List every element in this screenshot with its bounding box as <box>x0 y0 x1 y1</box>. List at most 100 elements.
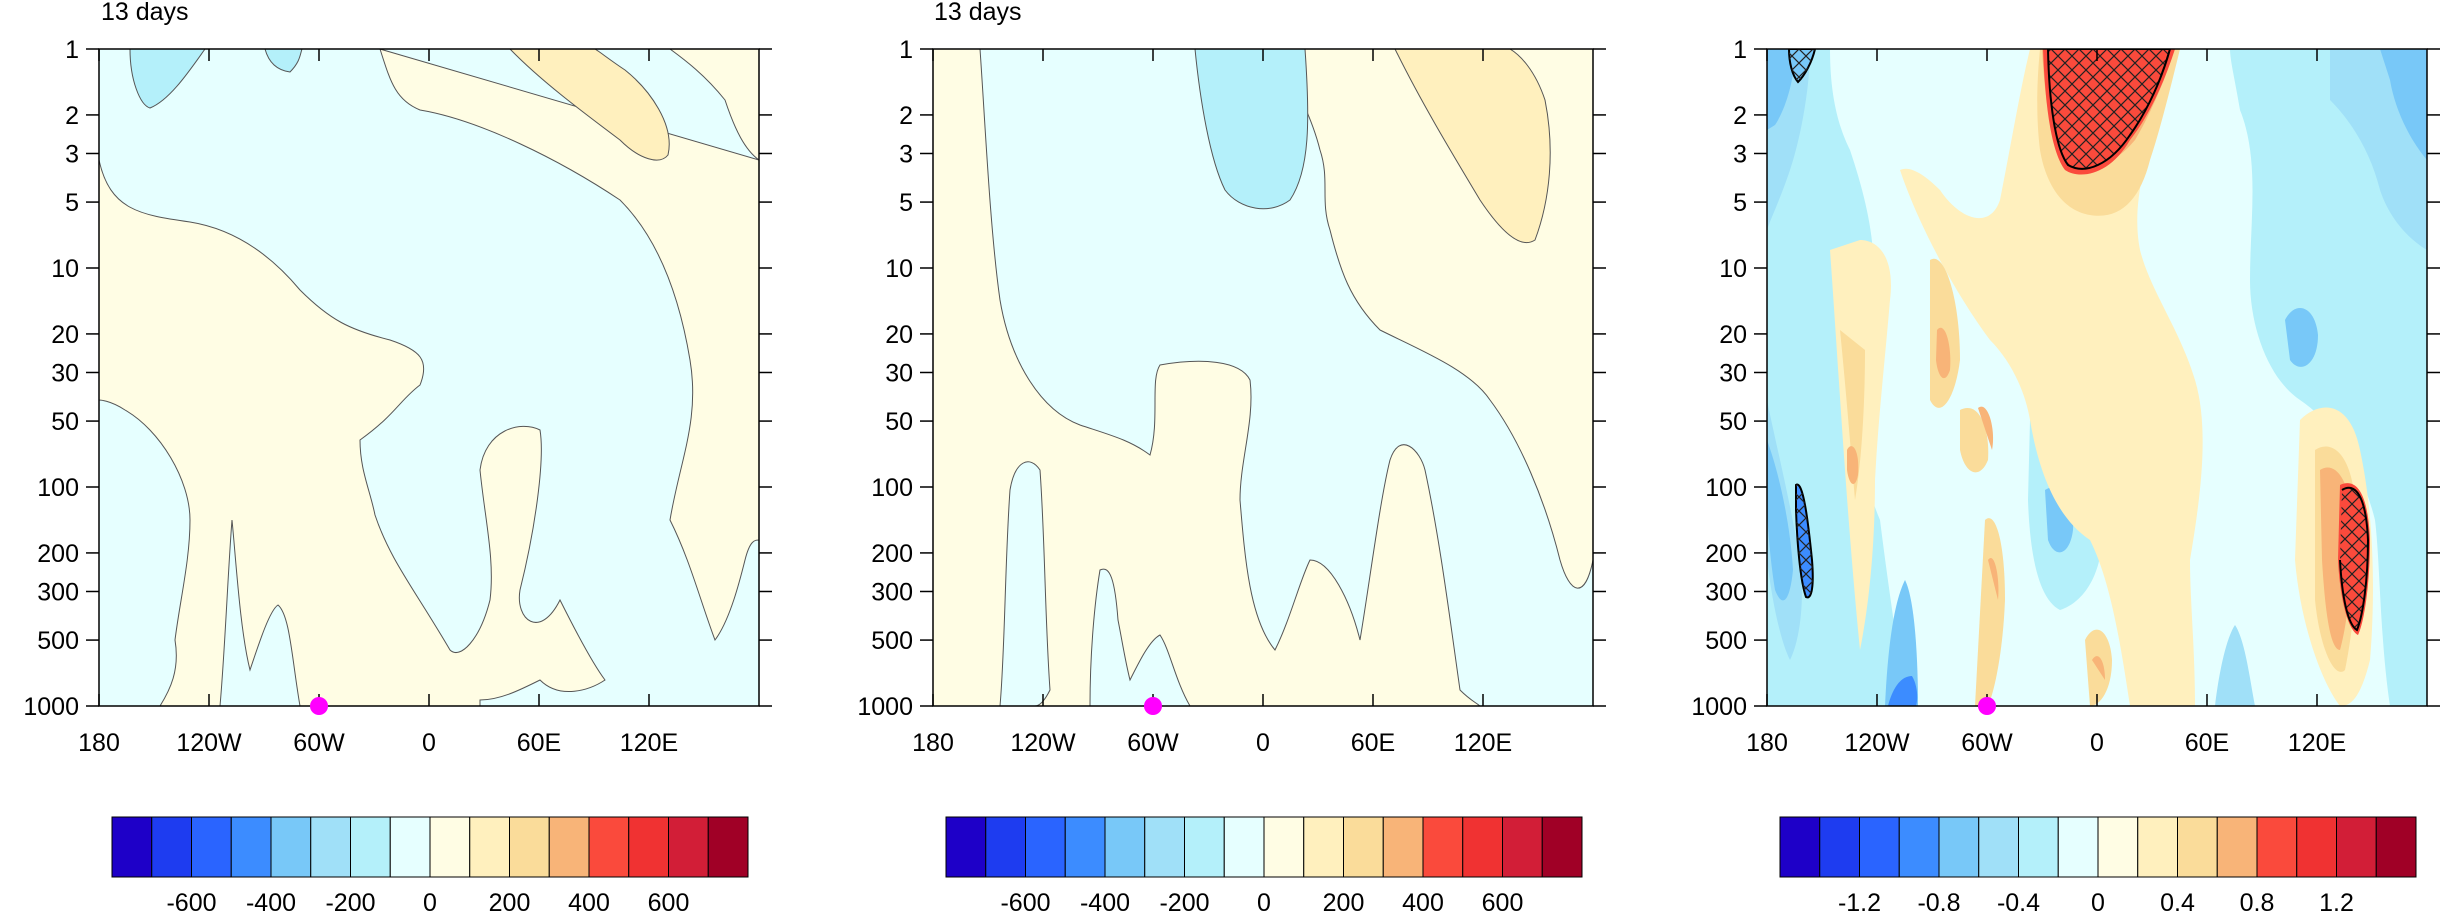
colorbar-swatch <box>151 816 192 878</box>
colorbar-swatch <box>469 816 510 878</box>
x-tick-label: 120E <box>1454 729 1512 757</box>
panel-3-neg-right-spot <box>2285 308 2318 367</box>
panel-2-axes: 180 120W 60W 0 60E 120E 1 2 3 5 10 20 30 50 100 200 300 5… <box>857 36 1606 757</box>
colorbar-3: -1.2 -0.8 -0.4 0 0.4 0.8 1.2 <box>1779 816 2417 917</box>
colorbar-swatch <box>230 816 272 878</box>
colorbar-swatch <box>668 816 709 878</box>
colorbar-swatch <box>389 816 431 878</box>
y-tick-label: 1 <box>65 36 79 64</box>
colorbar-swatch <box>707 816 749 878</box>
y-tick-label: 50 <box>51 408 79 436</box>
colorbar-label: 0 <box>423 889 437 917</box>
panel-3-axes: 180 120W 60W 0 60E 120E 1 2 3 5 10 20 30 50 100 200 300 5… <box>1691 36 2440 757</box>
panel-2-neg-top <box>1194 49 1309 210</box>
panel-3-neg-hatch-top-pattern <box>1789 49 1815 82</box>
panel-3-neg-bottom <box>2215 625 2255 706</box>
panel-3-neg-lowleft2 <box>1767 440 1793 601</box>
colorbar-swatch <box>2375 816 2417 878</box>
colorbar-label: 0.8 <box>2240 889 2275 917</box>
x-tick-label: 120W <box>1844 729 1910 757</box>
y-tick-label: 1 <box>1733 36 1747 64</box>
colorbar-swatch <box>1184 816 1225 878</box>
panel-3-pos-low1 <box>1975 518 2005 706</box>
panel-2-neg-mid-finger <box>1089 568 1191 706</box>
panel-1-neg-bottom <box>219 519 301 706</box>
x-tick-label: 120E <box>2288 729 2346 757</box>
colorbar-label: 0.4 <box>2160 889 2195 917</box>
colorbar-label: -200 <box>325 889 375 917</box>
colorbar-swatch <box>1422 816 1464 878</box>
panel-3-pos-right-hatch <box>2339 486 2370 632</box>
panel-3-pos-mid3 <box>1978 406 1994 450</box>
panel-1-title: 13 days <box>101 0 189 26</box>
colorbar-swatch <box>1462 816 1503 878</box>
panel-3-pos-low1b <box>1988 558 1999 600</box>
colorbar-swatch <box>548 816 590 878</box>
colorbar-swatch <box>1502 816 1543 878</box>
panel-3-pos-mid2 <box>1960 408 1989 473</box>
panel-3-neg-col2 <box>1888 676 1918 706</box>
colorbar-label: 0 <box>1257 889 1271 917</box>
colorbar-swatch <box>1025 816 1066 878</box>
panel-3-marker <box>1978 697 1996 715</box>
y-tick-label: 5 <box>899 189 913 217</box>
panel-3-pos-low2b <box>2092 656 2105 680</box>
colorbar-swatch <box>588 816 630 878</box>
y-tick-label: 20 <box>51 321 79 349</box>
panel-2-title: 13 days <box>934 0 1022 26</box>
panel-2-positive-left <box>933 49 1481 706</box>
colorbar-swatch <box>310 816 351 878</box>
y-tick-label: 5 <box>1733 189 1747 217</box>
colorbar-label: -600 <box>1000 889 1050 917</box>
colorbar-label: -400 <box>1080 889 1130 917</box>
panel-1-positive-right <box>379 49 759 642</box>
colorbar-label: 400 <box>568 889 610 917</box>
colorbar-swatch <box>1779 816 1821 878</box>
panel-3-neg-col <box>1885 580 1918 706</box>
y-tick-label: 20 <box>885 321 913 349</box>
colorbar-swatch <box>350 816 391 878</box>
y-tick-label: 30 <box>1719 359 1747 387</box>
colorbar-swatch <box>985 816 1026 878</box>
colorbar-swatch <box>2256 816 2298 878</box>
colorbar-label: 600 <box>1482 889 1524 917</box>
colorbar-swatch <box>2336 816 2377 878</box>
colorbar-swatch <box>1064 816 1106 878</box>
colorbar-label: -1.2 <box>1838 889 1881 917</box>
colorbar-swatch <box>509 816 550 878</box>
colorbar-swatch <box>1343 816 1384 878</box>
colorbar-label: -200 <box>1159 889 1209 917</box>
colorbar-2: -600 -400 -200 0 200 400 600 <box>945 816 1583 917</box>
panel-1-pos-top <box>509 49 670 161</box>
panel-3-field <box>1767 49 2427 706</box>
y-tick-label: 3 <box>899 140 913 168</box>
y-tick-label: 5 <box>65 189 79 217</box>
panel-1-field <box>99 49 759 706</box>
x-tick-label: 0 <box>2090 729 2104 757</box>
x-tick-label: 180 <box>912 729 954 757</box>
y-tick-label: 30 <box>885 359 913 387</box>
y-tick-label: 300 <box>871 578 913 606</box>
colorbar-swatch <box>270 816 312 878</box>
y-tick-label: 100 <box>871 474 913 502</box>
colorbar-swatch <box>1898 816 1940 878</box>
y-tick-label: 50 <box>885 408 913 436</box>
y-tick-label: 300 <box>1705 578 1747 606</box>
panel-3-neg-right3 <box>2380 49 2427 160</box>
x-tick-label: 120W <box>1010 729 1076 757</box>
colorbar-swatch <box>1938 816 1980 878</box>
colorbar-label: 200 <box>489 889 531 917</box>
x-tick-label: 180 <box>1746 729 1788 757</box>
x-tick-label: 60W <box>1961 729 2013 757</box>
x-tick-label: 60W <box>293 729 345 757</box>
y-tick-label: 1000 <box>23 693 79 721</box>
colorbar-label: 200 <box>1323 889 1365 917</box>
panel-2-neg-left-finger <box>999 461 1051 706</box>
colorbar-swatch <box>1541 816 1583 878</box>
colorbar-label: 400 <box>1402 889 1444 917</box>
x-tick-label: 120E <box>620 729 678 757</box>
x-tick-label: 0 <box>1256 729 1270 757</box>
panel-3-pos-core-hatch <box>2046 49 2172 170</box>
colorbar-label: 0 <box>2091 889 2105 917</box>
